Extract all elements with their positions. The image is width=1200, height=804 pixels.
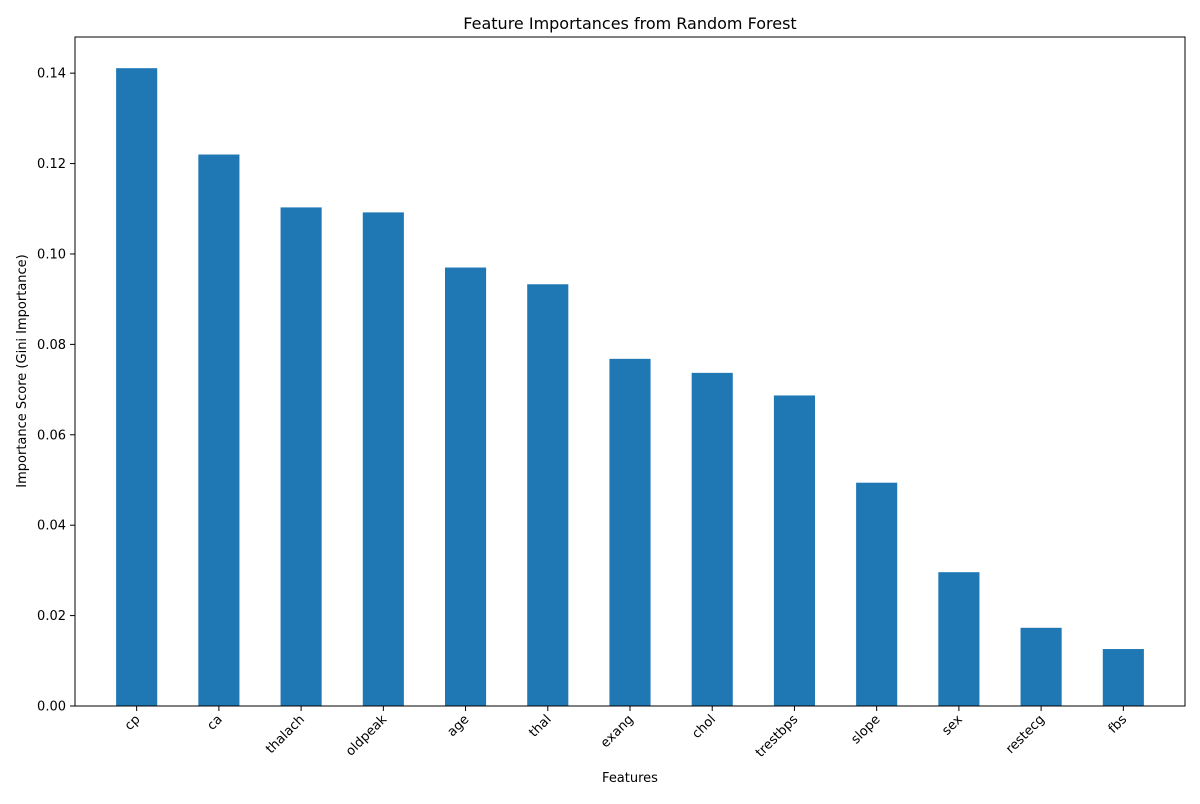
x-tick-label: thal: [526, 712, 554, 740]
bar-fbs: [1102, 649, 1144, 706]
y-tick-label: 0.12: [37, 157, 66, 172]
x-tick-label: age: [445, 712, 473, 740]
bar-chol: [691, 372, 733, 706]
bar-restecg: [1020, 627, 1062, 706]
x-tick-label: restecg: [1003, 712, 1048, 757]
x-tick-label: cp: [122, 712, 144, 734]
y-tick-label: 0.00: [37, 700, 66, 715]
bar-exang: [609, 358, 651, 706]
x-tick-label: thalach: [263, 712, 308, 757]
bar-age: [445, 267, 487, 706]
bar-slope: [856, 482, 898, 706]
y-axis-ticks: 0.00 0.02 0.04 0.06 0.08 0.10 0.12 0.14: [37, 67, 75, 715]
bar-ca: [198, 154, 240, 706]
x-axis-title: Features: [602, 771, 658, 786]
x-tick-label: sex: [939, 712, 966, 739]
bars-group: [116, 68, 1144, 706]
y-tick-label: 0.06: [37, 428, 66, 443]
x-tick-label: trestbps: [753, 712, 801, 760]
y-tick-label: 0.14: [37, 67, 66, 82]
x-tick-label: fbs: [1106, 712, 1131, 737]
x-tick-label: slope: [848, 712, 883, 747]
bar-thal: [527, 284, 569, 706]
x-tick-label: chol: [689, 712, 719, 742]
chart-title: Feature Importances from Random Forest: [463, 14, 796, 33]
bar-oldpeak: [362, 212, 404, 706]
y-tick-label: 0.10: [37, 247, 66, 262]
bar-trestbps: [773, 395, 815, 706]
y-tick-label: 0.08: [37, 338, 66, 353]
x-tick-label: oldpeak: [343, 712, 390, 759]
bar-cp: [116, 68, 158, 706]
x-axis-ticks: cp ca thalach oldpeak age thal exang chol trestb…: [122, 706, 1130, 761]
plot-frame: [74, 36, 1186, 707]
y-tick-label: 0.04: [37, 519, 66, 534]
bar-sex: [938, 572, 980, 706]
x-tick-label: exang: [598, 712, 637, 751]
y-axis-title: Importance Score (Gini Importance): [15, 254, 30, 487]
y-tick-label: 0.02: [37, 609, 66, 624]
x-tick-label: ca: [204, 712, 225, 733]
bar-thalach: [280, 207, 322, 706]
